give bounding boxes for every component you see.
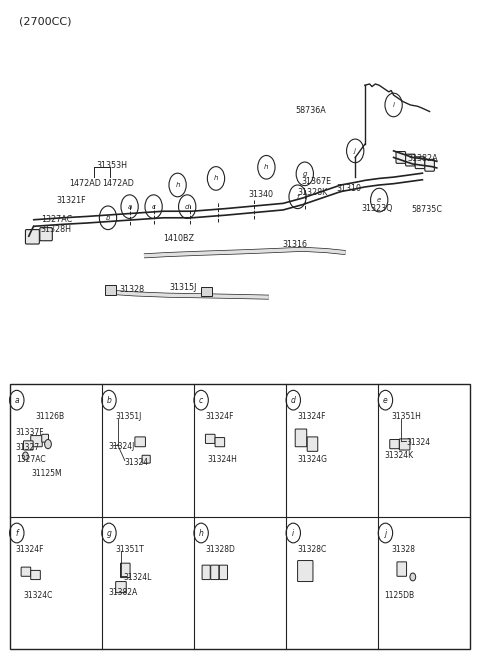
Text: b: b bbox=[106, 215, 110, 221]
Text: i: i bbox=[292, 529, 294, 537]
Text: c: c bbox=[199, 396, 203, 405]
FancyBboxPatch shape bbox=[135, 437, 145, 447]
Text: (2700CC): (2700CC) bbox=[19, 16, 72, 26]
Text: j: j bbox=[354, 148, 356, 154]
Text: 31328: 31328 bbox=[119, 285, 144, 295]
Text: h: h bbox=[214, 175, 218, 182]
Text: a: a bbox=[14, 396, 19, 405]
Text: d: d bbox=[291, 396, 296, 405]
Text: 1327AC: 1327AC bbox=[16, 455, 46, 464]
Text: 31323Q: 31323Q bbox=[361, 204, 393, 213]
FancyBboxPatch shape bbox=[205, 434, 215, 443]
FancyBboxPatch shape bbox=[295, 429, 307, 447]
Text: i: i bbox=[393, 102, 395, 108]
Text: 31316: 31316 bbox=[282, 239, 307, 249]
Text: 31327: 31327 bbox=[16, 443, 40, 452]
FancyBboxPatch shape bbox=[307, 437, 318, 451]
FancyBboxPatch shape bbox=[215, 438, 225, 447]
FancyBboxPatch shape bbox=[120, 563, 130, 578]
Circle shape bbox=[410, 573, 416, 581]
FancyBboxPatch shape bbox=[425, 159, 434, 171]
Text: 31324H: 31324H bbox=[207, 455, 237, 464]
FancyBboxPatch shape bbox=[148, 413, 159, 422]
Text: f: f bbox=[15, 529, 18, 537]
Text: b: b bbox=[107, 396, 111, 405]
Text: 31340: 31340 bbox=[249, 190, 274, 199]
Text: 1472AD: 1472AD bbox=[102, 179, 134, 188]
FancyBboxPatch shape bbox=[406, 154, 415, 166]
Text: 31315J: 31315J bbox=[169, 283, 197, 292]
Text: 1472AD: 1472AD bbox=[70, 179, 101, 188]
Text: 31321F: 31321F bbox=[57, 195, 86, 205]
FancyBboxPatch shape bbox=[24, 441, 33, 450]
Text: 31324L: 31324L bbox=[124, 573, 152, 582]
Text: 31324: 31324 bbox=[406, 438, 430, 447]
Text: 31324G: 31324G bbox=[297, 455, 327, 464]
FancyBboxPatch shape bbox=[397, 562, 407, 577]
FancyBboxPatch shape bbox=[40, 228, 52, 241]
FancyBboxPatch shape bbox=[42, 434, 48, 442]
Text: 1327AC: 1327AC bbox=[41, 215, 72, 224]
Text: 31324C: 31324C bbox=[23, 591, 52, 600]
Text: 31328K: 31328K bbox=[298, 188, 328, 197]
Text: 31328: 31328 bbox=[392, 545, 416, 554]
FancyBboxPatch shape bbox=[219, 565, 228, 580]
Text: j: j bbox=[384, 529, 386, 537]
Text: 58735C: 58735C bbox=[411, 205, 443, 215]
Text: e: e bbox=[377, 197, 381, 203]
Text: h: h bbox=[175, 182, 180, 188]
FancyBboxPatch shape bbox=[415, 157, 425, 169]
Text: 31324: 31324 bbox=[125, 458, 149, 467]
Text: 58736A: 58736A bbox=[295, 106, 326, 115]
Text: a: a bbox=[128, 203, 132, 210]
Circle shape bbox=[45, 440, 51, 449]
Text: 31324F: 31324F bbox=[205, 412, 233, 421]
FancyBboxPatch shape bbox=[298, 560, 313, 582]
FancyBboxPatch shape bbox=[399, 439, 410, 450]
Text: 1125DB: 1125DB bbox=[384, 591, 415, 600]
FancyBboxPatch shape bbox=[142, 455, 150, 463]
Text: 31351J: 31351J bbox=[115, 412, 142, 421]
Text: f: f bbox=[296, 194, 299, 200]
Text: 31324J: 31324J bbox=[108, 441, 134, 451]
Text: 31324F: 31324F bbox=[297, 412, 325, 421]
Text: 31328C: 31328C bbox=[297, 545, 326, 554]
FancyBboxPatch shape bbox=[31, 436, 42, 447]
Text: 31126B: 31126B bbox=[35, 412, 64, 421]
Text: c: c bbox=[152, 203, 156, 210]
Text: d: d bbox=[185, 203, 190, 210]
Text: 31328D: 31328D bbox=[205, 545, 235, 554]
Text: 31310: 31310 bbox=[336, 184, 361, 194]
FancyBboxPatch shape bbox=[390, 440, 399, 449]
Text: 31125M: 31125M bbox=[32, 469, 62, 478]
Circle shape bbox=[23, 452, 28, 460]
FancyBboxPatch shape bbox=[211, 565, 219, 580]
Text: 31328H: 31328H bbox=[41, 225, 72, 234]
Text: h: h bbox=[199, 529, 204, 537]
Text: 31367E: 31367E bbox=[301, 177, 332, 186]
FancyBboxPatch shape bbox=[10, 384, 470, 649]
Text: 31324F: 31324F bbox=[16, 545, 44, 554]
Text: g: g bbox=[107, 529, 111, 537]
Text: g: g bbox=[302, 171, 307, 177]
FancyBboxPatch shape bbox=[105, 285, 116, 295]
Text: 1410BZ: 1410BZ bbox=[163, 234, 194, 243]
Text: 31353H: 31353H bbox=[96, 161, 127, 170]
FancyBboxPatch shape bbox=[116, 582, 126, 593]
Text: 31382A: 31382A bbox=[407, 154, 438, 163]
FancyBboxPatch shape bbox=[31, 570, 40, 580]
FancyBboxPatch shape bbox=[201, 287, 212, 296]
FancyBboxPatch shape bbox=[25, 230, 39, 244]
Text: e: e bbox=[383, 396, 388, 405]
Text: 31351H: 31351H bbox=[392, 412, 421, 421]
Text: h: h bbox=[264, 164, 269, 171]
Text: 31382A: 31382A bbox=[108, 588, 137, 596]
FancyBboxPatch shape bbox=[396, 152, 406, 163]
Text: 31337F: 31337F bbox=[16, 428, 45, 438]
FancyBboxPatch shape bbox=[21, 567, 31, 577]
FancyBboxPatch shape bbox=[202, 565, 210, 580]
Text: 31324K: 31324K bbox=[384, 451, 414, 461]
Text: 31351T: 31351T bbox=[115, 545, 144, 554]
